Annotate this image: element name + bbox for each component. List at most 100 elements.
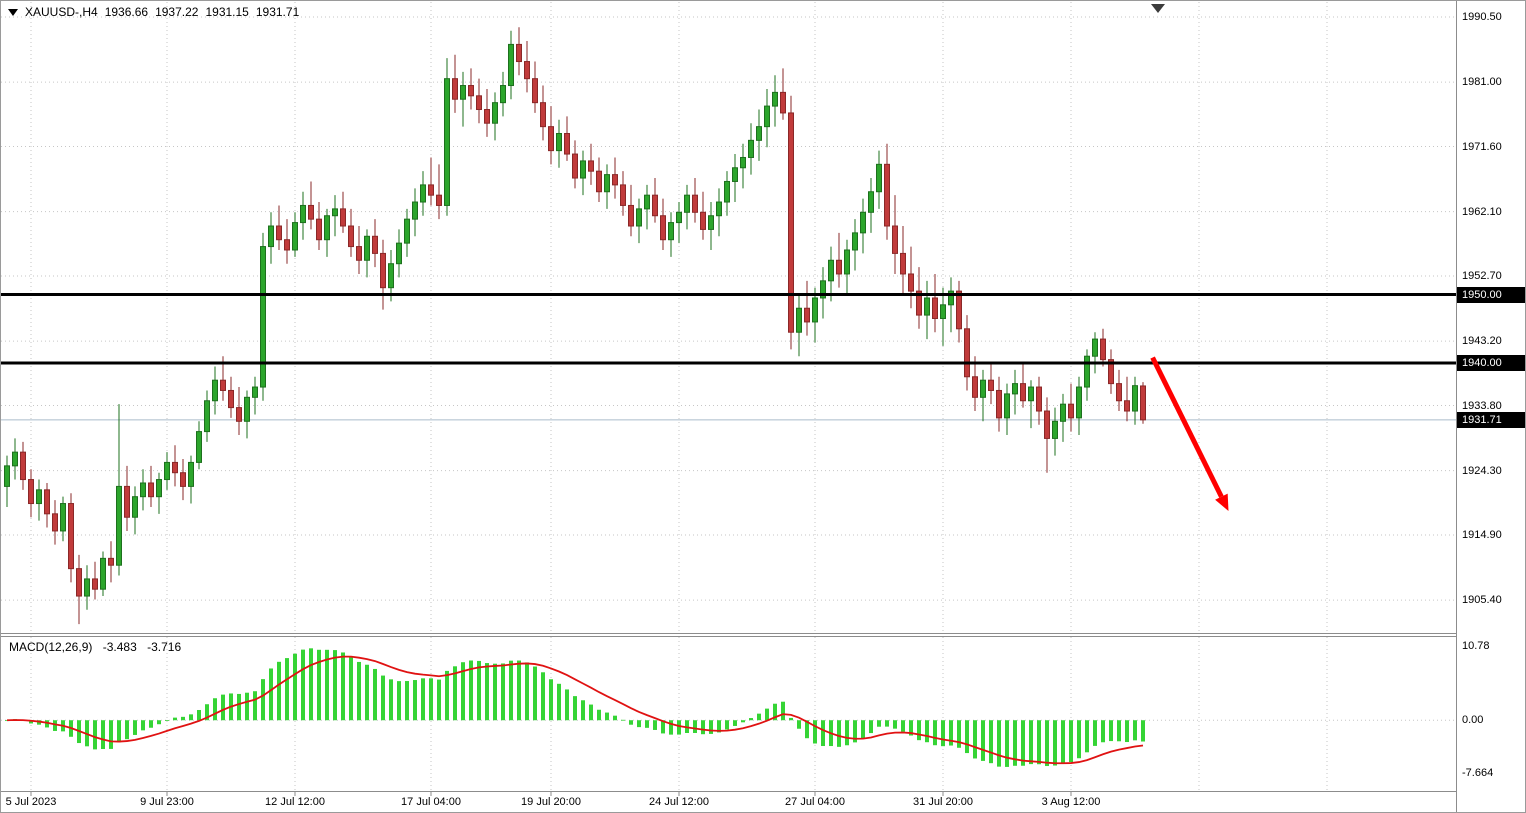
candle xyxy=(1044,397,1050,473)
price-axis-label: 1914.90 xyxy=(1462,529,1502,542)
candle xyxy=(116,404,122,576)
symbol-marker-icon xyxy=(8,9,18,16)
candle xyxy=(44,482,50,528)
candle xyxy=(620,171,626,216)
candle xyxy=(924,280,930,340)
candle xyxy=(1084,349,1090,401)
candle xyxy=(508,30,514,100)
candle xyxy=(380,239,386,310)
candle xyxy=(204,390,210,442)
candle xyxy=(580,150,586,196)
candle xyxy=(300,191,306,240)
candle xyxy=(780,68,786,120)
ohlc-close-value: 1931.71 xyxy=(255,5,300,19)
ohlc-open-value: 1936.66 xyxy=(104,5,149,19)
price-axis[interactable]: 1990.50 1981.00 1971.60 1962.10 1952.70 1943.… xyxy=(1457,1,1525,812)
candle xyxy=(1092,332,1098,374)
candle xyxy=(836,232,842,288)
candle xyxy=(140,469,146,511)
candle xyxy=(252,376,258,415)
candle xyxy=(596,157,602,203)
candle xyxy=(900,226,906,295)
candle xyxy=(420,171,426,216)
time-axis-label: 31 Jul 20:00 xyxy=(913,796,973,808)
candle xyxy=(412,188,418,237)
price-level-tag: 1940.00 xyxy=(1457,355,1525,372)
candle xyxy=(1052,407,1058,456)
candle xyxy=(172,445,178,487)
candle xyxy=(636,198,642,244)
candle xyxy=(692,178,698,223)
candle xyxy=(812,287,818,343)
candle xyxy=(700,191,706,240)
candle xyxy=(12,438,18,480)
candle xyxy=(348,208,354,257)
candle xyxy=(972,356,978,412)
candle xyxy=(828,246,834,302)
candle xyxy=(444,58,450,216)
trend-arrow-annotation[interactable] xyxy=(1150,356,1229,512)
time-axis-label: 19 Jul 20:00 xyxy=(521,796,581,808)
candle xyxy=(236,387,242,436)
time-axis[interactable]: 5 Jul 2023 9 Jul 23:00 12 Jul 12:00 17 Jul … xyxy=(1,793,1456,812)
candle xyxy=(860,198,866,254)
candle xyxy=(572,140,578,189)
candle xyxy=(340,191,346,233)
chart-shift-icon[interactable] xyxy=(1151,4,1165,13)
candle xyxy=(988,363,994,405)
price-axis-label: 1990.50 xyxy=(1462,11,1502,23)
time-axis-label: 27 Jul 04:00 xyxy=(785,796,845,808)
candle xyxy=(612,157,618,199)
candle xyxy=(1020,363,1026,408)
candle xyxy=(276,205,282,250)
candle xyxy=(868,178,874,233)
candle xyxy=(52,500,58,545)
candle xyxy=(772,75,778,127)
macd-main-value: -3.483 xyxy=(102,640,137,654)
macd-axis-label: -7.664 xyxy=(1462,767,1494,779)
candle xyxy=(1068,383,1074,432)
candle xyxy=(1012,369,1018,415)
candle xyxy=(628,184,634,237)
candle xyxy=(1036,376,1042,425)
time-axis-label: 17 Jul 04:00 xyxy=(401,796,461,808)
candle xyxy=(428,157,434,206)
candle xyxy=(500,71,506,117)
candle xyxy=(788,95,794,350)
candle xyxy=(396,229,402,278)
candle xyxy=(436,164,442,220)
candle xyxy=(940,287,946,346)
candle xyxy=(540,85,546,141)
price-axis-label: 1905.40 xyxy=(1462,594,1502,607)
candle xyxy=(284,219,290,264)
candle xyxy=(124,465,130,531)
macd-histogram xyxy=(5,648,1145,767)
candle xyxy=(964,315,970,391)
candle xyxy=(804,280,810,336)
candle xyxy=(324,208,330,257)
candle xyxy=(316,202,322,250)
candle xyxy=(948,277,954,333)
candle xyxy=(476,78,482,124)
candle xyxy=(724,171,730,216)
price-axis-label: 1943.20 xyxy=(1462,335,1502,348)
candle xyxy=(1140,382,1146,424)
candle xyxy=(468,68,474,110)
candle xyxy=(748,123,754,175)
candle xyxy=(732,154,738,203)
chart-header: XAUUSD-,H4 1936.66 1937.22 1931.15 1931.… xyxy=(8,5,306,19)
candle xyxy=(36,479,42,521)
candles xyxy=(4,27,1146,625)
candle xyxy=(228,376,234,418)
candle xyxy=(884,143,890,240)
candle xyxy=(644,184,650,230)
candle xyxy=(524,40,530,93)
candle xyxy=(484,88,490,137)
candle xyxy=(980,369,986,422)
candle xyxy=(260,232,266,401)
candle xyxy=(156,472,162,514)
candle xyxy=(1060,393,1066,442)
